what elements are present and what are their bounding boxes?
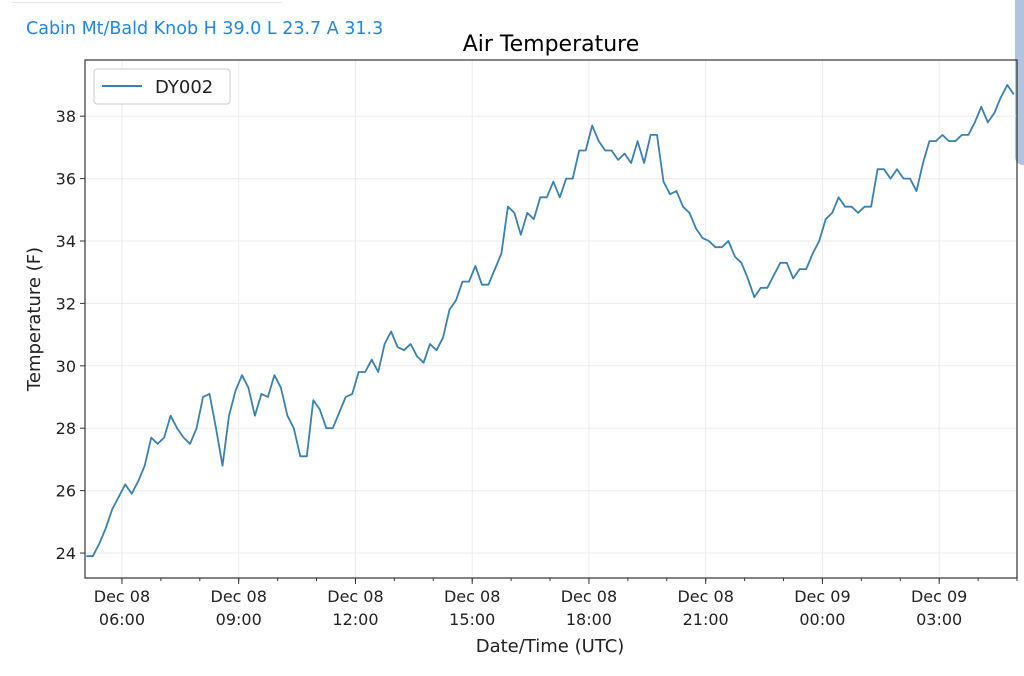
y-tick-label: 26 bbox=[56, 482, 76, 501]
x-tick-date: Dec 09 bbox=[794, 587, 850, 606]
legend: DY002 bbox=[93, 68, 231, 105]
y-tick-label: 28 bbox=[56, 419, 76, 438]
y-tick-label: 30 bbox=[56, 357, 76, 376]
x-tick-time: 21:00 bbox=[683, 610, 729, 629]
x-tick-time: 12:00 bbox=[332, 610, 378, 629]
x-tick-date: Dec 08 bbox=[444, 587, 500, 606]
series-layer bbox=[86, 84, 1015, 558]
chart-title: Air Temperature bbox=[463, 32, 640, 57]
x-tick-time: 18:00 bbox=[566, 610, 612, 629]
x-tick-date: Dec 08 bbox=[327, 587, 383, 606]
series-line-DY002 bbox=[86, 84, 1015, 558]
x-axis-label: Date/Time (UTC) bbox=[476, 636, 625, 657]
x-tick-date: Dec 08 bbox=[211, 587, 267, 606]
plot-frame bbox=[84, 59, 1018, 579]
x-tick-date: Dec 08 bbox=[677, 587, 733, 606]
x-tick-date: Dec 08 bbox=[561, 587, 617, 606]
x-tick-time: 06:00 bbox=[99, 610, 145, 629]
y-axis-label: Temperature (F) bbox=[24, 247, 45, 392]
top-divider bbox=[12, 2, 282, 3]
x-tick-date: Dec 08 bbox=[94, 587, 150, 606]
legend-box bbox=[93, 68, 231, 105]
y-tick-label: 36 bbox=[56, 170, 76, 189]
x-tick-time: 15:00 bbox=[449, 610, 495, 629]
legend-label: DY002 bbox=[155, 77, 213, 98]
y-tick-label: 34 bbox=[56, 232, 76, 251]
station-summary: Cabin Mt/Bald Knob H 39.0 L 23.7 A 31.3 bbox=[26, 19, 384, 39]
side-drawer-handle[interactable] bbox=[1015, 0, 1024, 165]
y-tick-label: 32 bbox=[56, 294, 76, 313]
y-tick-label: 24 bbox=[56, 544, 76, 563]
x-axis-ticks: Dec 08 06:00 Dec 08 09:00 Dec 08 12:00 Dec 08 1… bbox=[94, 578, 1018, 629]
x-tick-time: 09:00 bbox=[216, 610, 262, 629]
grid bbox=[85, 60, 1017, 578]
y-axis-ticks: 24 26 28 30 32 34 36 38 bbox=[56, 107, 85, 563]
x-tick-time: 03:00 bbox=[916, 610, 962, 629]
y-tick-label: 38 bbox=[56, 107, 76, 126]
x-tick-time: 00:00 bbox=[799, 610, 845, 629]
x-tick-date: Dec 09 bbox=[911, 587, 967, 606]
